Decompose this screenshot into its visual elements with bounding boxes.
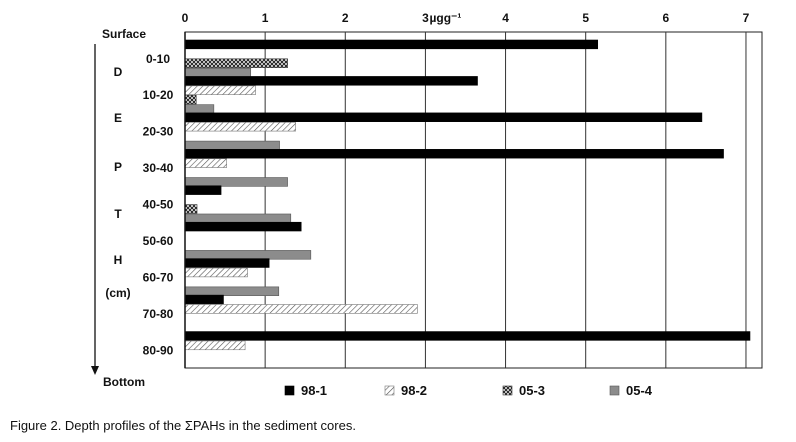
side-letter: P — [114, 160, 122, 174]
legend-label-98-1: 98-1 — [301, 383, 327, 398]
bar-05-4-50-60 — [184, 250, 312, 260]
x-tick-label: 1 — [262, 11, 269, 25]
bar-98-2-10-20 — [184, 85, 256, 95]
bar-05-4-40-50 — [184, 213, 292, 224]
bar-98-2-30-40 — [184, 158, 227, 168]
bar-98-1-10-20 — [184, 76, 478, 86]
bar-98-2-20-30 — [184, 121, 296, 132]
bar-98-1-70-80 — [184, 294, 224, 305]
x-tick-label: 2 — [342, 11, 349, 25]
side-letter: T — [114, 207, 122, 221]
x-tick-label: 7 — [743, 11, 750, 25]
x-tick-label: 3 — [422, 11, 429, 25]
legend: 98-1 98-2 05-3 05-4 — [284, 383, 653, 398]
side-letter: (cm) — [105, 286, 130, 300]
label-layer: 0 1 2 3 4 5 6 7 µgg⁻¹ 0-10 10-20 20-30 30-40 40-50 50-… — [102, 11, 750, 389]
legend-label-05-4: 05-4 — [626, 383, 653, 398]
axis-layer — [91, 32, 186, 375]
legend-label-05-3: 05-3 — [519, 383, 545, 398]
bar-98-1-60-70 — [184, 258, 270, 268]
side-letter: H — [114, 253, 123, 267]
bar-98-1-80-90 — [184, 331, 751, 341]
x-tick-label: 0 — [182, 11, 189, 25]
y-category-label: 70-80 — [143, 307, 174, 321]
bar-98-1-40-50 — [184, 185, 222, 195]
figure-caption: Figure 2. Depth profiles of the ΣPAHs in… — [10, 418, 356, 433]
bar-98-2-70-80 — [184, 304, 418, 314]
y-category-label: 20-30 — [143, 125, 174, 139]
y-category-label: 60-70 — [143, 270, 174, 284]
x-tick-label: 5 — [582, 11, 589, 25]
bar-05-4-20-30 — [184, 140, 280, 151]
legend-swatch-05-4 — [609, 385, 620, 396]
bar-98-1-20-30 — [184, 112, 703, 122]
y-category-label: 50-60 — [143, 234, 174, 248]
bar-05-4-60-70 — [184, 286, 280, 296]
bar-98-1-50-60 — [184, 221, 302, 232]
bar-98-2-80-90 — [184, 340, 246, 351]
bar-05-3-0-10 — [184, 58, 288, 68]
bar-98-2-60-70 — [184, 267, 248, 278]
y-category-label: 30-40 — [143, 161, 174, 175]
x-tick-label: 4 — [502, 11, 509, 25]
y-category-label: 10-20 — [143, 88, 174, 102]
legend-swatch-98-2 — [384, 385, 395, 396]
y-category-label: 80-90 — [143, 343, 174, 357]
bar-98-1-30-40 — [184, 149, 724, 159]
bar-98-1-0-10 — [184, 39, 599, 50]
x-tick-label: 6 — [662, 11, 669, 25]
side-letter: D — [114, 65, 123, 79]
bar-05-3-10-20 — [184, 94, 197, 105]
bar-layer — [184, 39, 751, 351]
y-category-label: 0-10 — [146, 52, 170, 66]
bar-05-4-30-40 — [184, 177, 288, 187]
bottom-label: Bottom — [103, 375, 145, 389]
unit-label: µgg⁻¹ — [429, 11, 461, 25]
legend-label-98-2: 98-2 — [401, 383, 427, 398]
bar-05-3-40-50 — [184, 204, 198, 214]
bar-05-4-10-20 — [184, 104, 215, 114]
surface-label: Surface — [102, 27, 146, 41]
bar-05-4-0-10 — [184, 67, 252, 78]
legend-swatch-98-1 — [284, 385, 295, 396]
depth-arrow-head — [91, 366, 99, 375]
legend-swatch-05-3 — [502, 385, 513, 396]
y-category-label: 40-50 — [143, 198, 174, 212]
side-letter: E — [114, 111, 122, 125]
